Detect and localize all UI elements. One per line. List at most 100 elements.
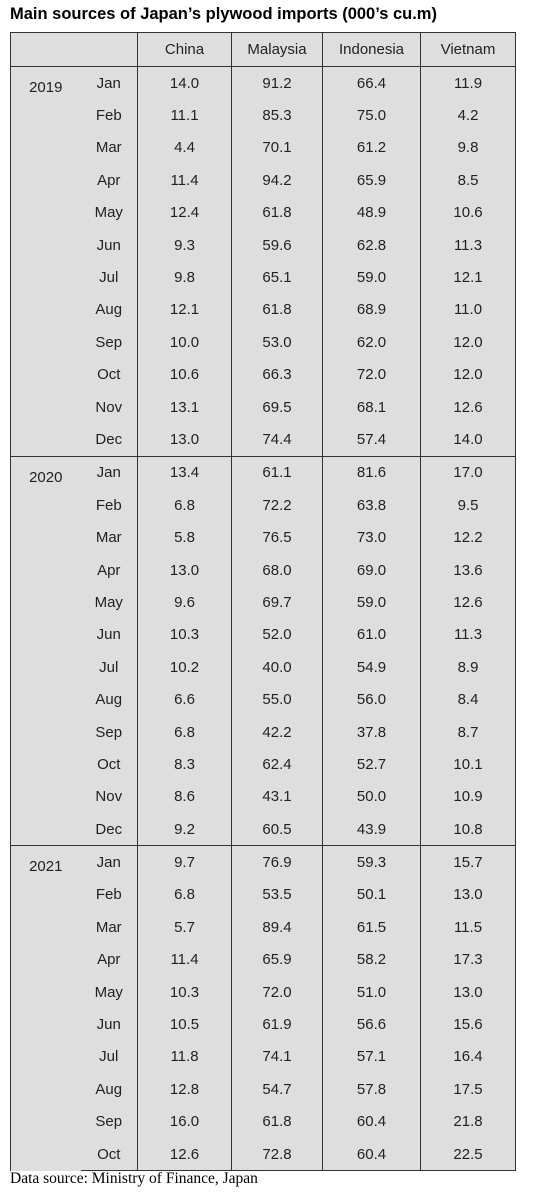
value-cell: 65.1 — [231, 261, 323, 294]
value-cell: 10.2 — [137, 651, 232, 684]
value-cell: 50.0 — [322, 780, 421, 813]
data-row: Aug 12.1 61.8 68.9 11.0 — [11, 293, 516, 327]
value-cell: 59.0 — [322, 586, 421, 619]
data-table: China Malaysia Indonesia Vietnam 2019 Jan 14.… — [10, 32, 516, 1172]
column-header: Malaysia — [231, 32, 323, 67]
value-cell: 68.9 — [322, 293, 421, 327]
title: Main sources of Japan’s plywood imports … — [10, 5, 437, 23]
value-cell: 89.4 — [231, 911, 323, 944]
value-cell: 12.1 — [420, 261, 516, 294]
value-cell: 74.1 — [231, 1040, 323, 1074]
value-cell: 6.8 — [137, 715, 232, 749]
data-row: Jun 9.3 59.6 62.8 11.3 — [11, 228, 516, 262]
month-cell: Sep — [80, 1105, 138, 1138]
value-cell: 72.2 — [231, 489, 323, 522]
month-cell: Dec — [80, 423, 138, 457]
data-row: Jul 11.8 74.1 57.1 16.4 — [11, 1040, 516, 1074]
value-cell: 74.4 — [231, 423, 323, 457]
value-cell: 9.2 — [137, 812, 232, 847]
value-cell: 61.5 — [322, 911, 421, 944]
value-cell: 60.5 — [231, 812, 323, 847]
value-cell: 12.4 — [137, 196, 232, 229]
value-cell: 59.6 — [231, 228, 323, 262]
value-cell: 50.1 — [322, 878, 421, 912]
value-cell: 56.6 — [322, 1008, 421, 1041]
value-cell: 37.8 — [322, 715, 421, 749]
month-cell: Nov — [80, 390, 138, 424]
value-cell: 66.3 — [231, 358, 323, 391]
value-cell: 57.8 — [322, 1073, 421, 1106]
value-cell: 8.7 — [420, 715, 516, 749]
value-cell: 6.8 — [137, 489, 232, 522]
value-cell: 85.3 — [231, 99, 323, 132]
value-cell: 22.5 — [420, 1137, 516, 1172]
value-cell: 6.8 — [137, 878, 232, 912]
value-cell: 13.4 — [137, 455, 232, 490]
value-cell: 94.2 — [231, 164, 323, 197]
value-cell: 62.8 — [322, 228, 421, 262]
month-cell: Apr — [80, 943, 138, 976]
month-cell: Jun — [80, 618, 138, 652]
month-cell: Aug — [80, 1073, 138, 1106]
month-cell: Feb — [80, 99, 138, 132]
value-cell: 61.8 — [231, 196, 323, 229]
year-cell: 2021 — [10, 845, 81, 1171]
value-cell: 59.0 — [322, 261, 421, 294]
value-cell: 40.0 — [231, 651, 323, 684]
value-cell: 76.9 — [231, 845, 323, 879]
data-row: Aug 12.8 54.7 57.8 17.5 — [11, 1073, 516, 1106]
value-cell: 53.5 — [231, 878, 323, 912]
value-cell: 11.1 — [137, 99, 232, 132]
data-row: Feb 11.1 85.3 75.0 4.2 — [11, 99, 516, 132]
month-cell: Aug — [80, 293, 138, 327]
value-cell: 69.7 — [231, 586, 323, 619]
month-cell: Nov — [80, 780, 138, 813]
value-cell: 56.0 — [322, 683, 421, 716]
column-header: Indonesia — [322, 32, 421, 67]
month-cell: May — [80, 586, 138, 619]
value-cell: 11.8 — [137, 1040, 232, 1074]
month-cell: Oct — [80, 1137, 138, 1172]
value-cell: 61.0 — [322, 618, 421, 652]
value-cell: 11.3 — [420, 618, 516, 652]
value-cell: 66.4 — [322, 66, 421, 100]
data-row: Jun 10.3 52.0 61.0 11.3 — [11, 618, 516, 652]
month-cell: Sep — [80, 326, 138, 359]
month-cell: Jan — [80, 66, 138, 100]
month-cell: Feb — [80, 878, 138, 912]
value-cell: 54.7 — [231, 1073, 323, 1106]
value-cell: 42.2 — [231, 715, 323, 749]
value-cell: 57.4 — [322, 423, 421, 457]
data-row: May 10.3 72.0 51.0 13.0 — [11, 975, 516, 1009]
value-cell: 11.4 — [137, 164, 232, 197]
data-row: Mar 4.4 70.1 61.2 9.8 — [11, 131, 516, 165]
value-cell: 4.4 — [137, 131, 232, 165]
data-row: Nov 13.1 69.5 68.1 12.6 — [11, 390, 516, 424]
data-row: Sep 6.8 42.2 37.8 8.7 — [11, 715, 516, 749]
value-cell: 13.1 — [137, 390, 232, 424]
data-row: Aug 6.6 55.0 56.0 8.4 — [11, 683, 516, 716]
value-cell: 17.3 — [420, 943, 516, 976]
month-cell: May — [80, 975, 138, 1009]
column-header: Vietnam — [420, 32, 516, 67]
value-cell: 10.5 — [137, 1008, 232, 1041]
value-cell: 61.9 — [231, 1008, 323, 1041]
value-cell: 8.6 — [137, 780, 232, 813]
year-cell: 2019 — [10, 66, 81, 457]
month-cell: Apr — [80, 553, 138, 587]
value-cell: 9.3 — [137, 228, 232, 262]
value-cell: 21.8 — [420, 1105, 516, 1138]
month-cell: Jul — [80, 1040, 138, 1074]
corner-cell — [10, 32, 138, 67]
value-cell: 10.6 — [420, 196, 516, 229]
value-cell: 61.2 — [322, 131, 421, 165]
value-cell: 10.1 — [420, 748, 516, 781]
month-cell: Jun — [80, 228, 138, 262]
value-cell: 9.6 — [137, 586, 232, 619]
value-cell: 11.9 — [420, 66, 516, 100]
month-cell: Apr — [80, 164, 138, 197]
data-row: Jul 9.8 65.1 59.0 12.1 — [11, 261, 516, 294]
value-cell: 43.9 — [322, 812, 421, 847]
value-cell: 61.8 — [231, 1105, 323, 1138]
value-cell: 11.3 — [420, 228, 516, 262]
